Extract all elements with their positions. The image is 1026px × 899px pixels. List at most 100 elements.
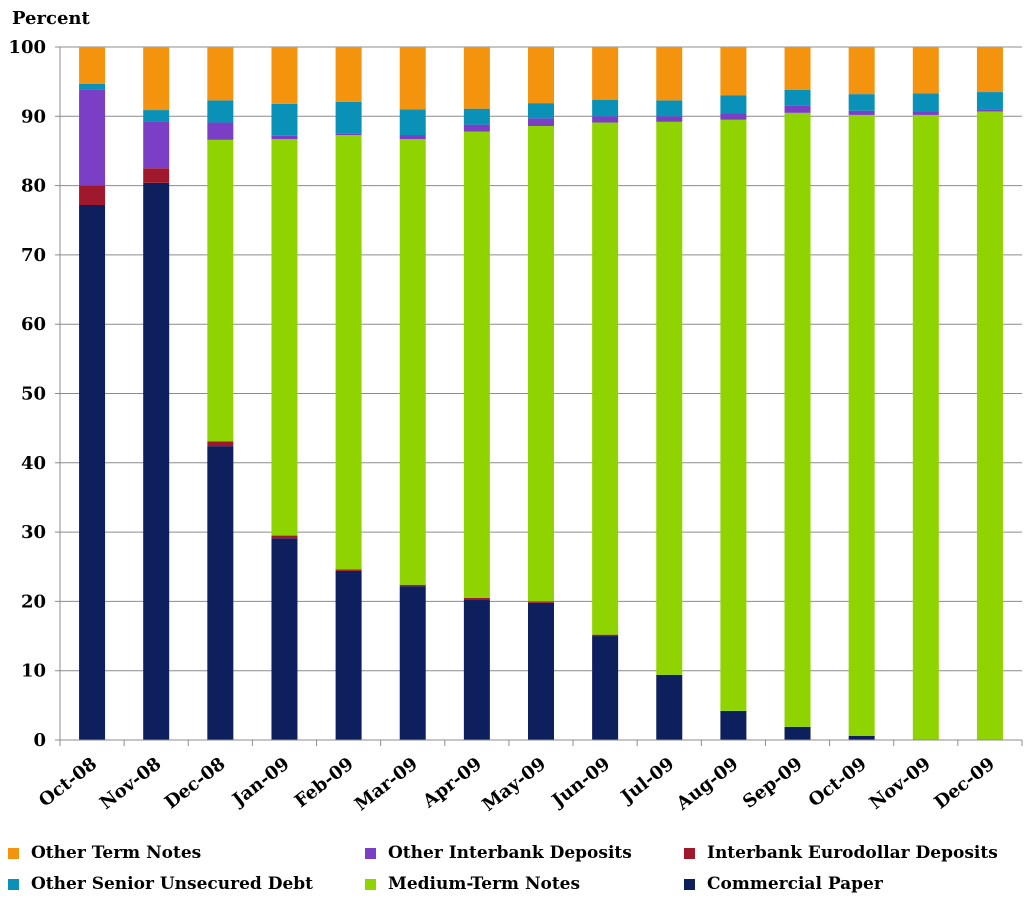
bar-segment-other-interbank-deposits [79,89,106,186]
bar-segment-other-term-notes [720,47,747,96]
bar-segment-medium-term-notes [592,122,619,635]
bar-segment-other-term-notes [399,47,426,110]
bar-segment-other-senior-unsecured-debt [592,99,619,117]
bar-segment-other-term-notes [848,47,875,95]
bar-segment-other-term-notes [656,47,683,101]
bar-segment-commercial-paper [143,182,170,740]
y-tick-label: 50 [21,384,46,405]
bar-segment-interbank-eurodollar-deposits [592,634,619,637]
bar-segment-other-senior-unsecured-debt [335,101,362,134]
bar-segment-other-term-notes [528,47,554,104]
y-tick-label: 100 [8,37,46,58]
x-tick-label: Apr-09 [418,753,486,812]
legend-label: Interbank Eurodollar Deposits [707,843,998,863]
bar-segment-other-senior-unsecured-debt [79,83,106,90]
bar-segment-other-interbank-deposits [592,116,619,123]
bar-segment-commercial-paper [271,538,298,740]
bar-segment-other-interbank-deposits [399,135,426,140]
bar-segment-other-interbank-deposits [912,111,939,115]
bar-segment-other-term-notes [976,47,1003,93]
y-tick-label: 70 [21,245,46,266]
legend-label: Commercial Paper [707,874,883,894]
y-tick-label: 90 [21,106,46,127]
bar-segment-interbank-eurodollar-deposits [207,441,234,447]
bar-segment-other-senior-unsecured-debt [528,103,554,119]
bar-segment-interbank-eurodollar-deposits [399,584,426,587]
bar-segment-commercial-paper [207,446,234,740]
bar-segment-other-senior-unsecured-debt [912,93,939,112]
legend-item-other-term-notes: Other Term Notes [8,843,201,863]
y-tick-label: 20 [21,591,46,612]
x-tick-label: May-09 [478,753,550,815]
bar-segment-other-interbank-deposits [976,109,1003,112]
bar-segment-medium-term-notes [656,121,683,675]
bar-segment-other-senior-unsecured-debt [976,92,1003,110]
legend-swatch [684,847,695,859]
x-tick-label: Jun-09 [547,753,614,812]
bar-segment-other-interbank-deposits [848,110,875,115]
bar-segment-interbank-eurodollar-deposits [79,185,106,206]
bar-segment-other-term-notes [912,47,939,94]
bar-segment-medium-term-notes [784,112,811,727]
legend-swatch [684,878,695,890]
legend-item-interbank-eurodollar-deposits: Interbank Eurodollar Deposits [684,843,998,863]
bar-segment-other-term-notes [784,47,811,90]
y-tick-label: 40 [21,453,46,474]
bar-segment-other-term-notes [143,47,170,111]
y-tick-label: 60 [21,314,46,335]
bar-segment-other-senior-unsecured-debt [399,109,426,136]
bar-segment-medium-term-notes [848,114,875,736]
bar-segment-commercial-paper [528,602,554,740]
bar-segment-other-senior-unsecured-debt [784,89,811,106]
bar-segment-other-interbank-deposits [463,124,490,132]
legend-swatch [8,878,19,890]
bar-segment-other-term-notes [271,47,298,104]
bar-segment-other-interbank-deposits [335,133,362,136]
y-tick-label: 0 [33,730,46,751]
bar-segment-medium-term-notes [976,111,1003,741]
bar-segment-other-interbank-deposits [143,121,170,169]
bar-segment-medium-term-notes [463,131,490,598]
bar-segment-other-interbank-deposits [656,116,683,122]
bar-segment-commercial-paper [784,726,811,740]
legend-swatch [365,878,376,890]
axes [55,46,1023,746]
x-tick-label: Nov-08 [96,753,165,814]
bar-segment-other-term-notes [207,47,234,101]
bar-segment-commercial-paper [463,600,490,740]
bar-segment-other-senior-unsecured-debt [720,95,747,114]
x-tick-label: Oct-08 [35,753,101,811]
bar-segment-other-term-notes [592,47,619,100]
legend-label: Other Senior Unsecured Debt [31,874,313,894]
bar-segment-commercial-paper [79,205,106,740]
bar-segment-other-term-notes [79,47,106,84]
legend-swatch [365,847,376,859]
bar-segment-other-interbank-deposits [271,135,298,140]
bar-segment-commercial-paper [656,674,683,740]
bar-segment-interbank-eurodollar-deposits [143,168,170,183]
bar-segment-other-interbank-deposits [528,118,554,127]
bar-segment-other-senior-unsecured-debt [143,110,170,122]
bar-segment-interbank-eurodollar-deposits [335,569,362,571]
bar-segment-other-senior-unsecured-debt [207,100,234,123]
legend-label: Other Term Notes [31,843,202,863]
y-axis-title: Percent [12,8,90,29]
x-tick-label: Aug-09 [672,753,743,815]
bar-segment-other-term-notes [335,47,362,102]
bar-segment-other-senior-unsecured-debt [656,100,683,117]
legend-item-other-interbank-deposits: Other Interbank Deposits [365,843,632,863]
bar-segment-medium-term-notes [912,114,939,740]
bar-segment-other-interbank-deposits [784,105,811,113]
y-tick-label: 80 [21,176,46,197]
bar-segment-other-interbank-deposits [720,113,747,120]
x-tick-label: Mar-09 [351,753,422,815]
y-tick-label: 30 [21,522,46,543]
legend-item-commercial-paper: Commercial Paper [684,874,883,894]
bar-segment-medium-term-notes [335,135,362,570]
bar-segment-commercial-paper [592,636,619,740]
legend-item-medium-term-notes: Medium-Term Notes [365,874,580,894]
x-tick-label: Oct-09 [805,753,871,811]
